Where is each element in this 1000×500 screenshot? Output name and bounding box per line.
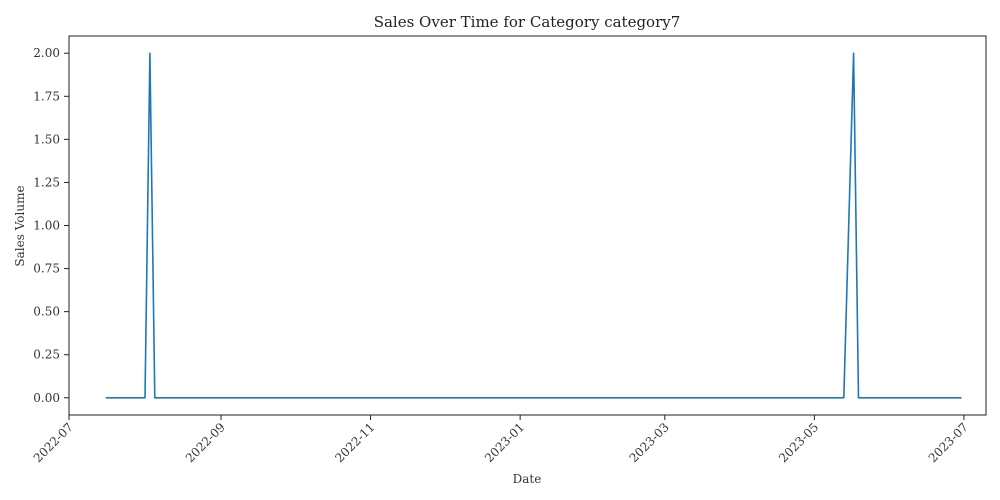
y-tick-label: 0.75: [33, 262, 60, 276]
y-tick-label: 2.00: [33, 46, 60, 60]
series-layer: [105, 52, 962, 399]
x-tick-label: 2022-07: [31, 420, 76, 465]
y-tick-label: 1.75: [33, 89, 60, 103]
y-tick-label: 1.50: [33, 132, 60, 146]
x-tick-label: 2023-07: [926, 420, 971, 465]
x-tick-label: 2022-09: [183, 420, 228, 465]
series-line-0: [105, 52, 962, 399]
y-axis-label: Sales Volume: [13, 185, 27, 266]
x-axis: 2022-07 2022-09 2022-11 2023-01 2023-03 2023-…: [31, 415, 971, 465]
x-tick-label: 2022-11: [332, 420, 377, 465]
y-tick-label: 0.25: [33, 348, 60, 362]
y-tick-label: 1.25: [33, 175, 60, 189]
chart-title: Sales Over Time for Category category7: [374, 13, 681, 31]
x-axis-label: Date: [513, 472, 542, 486]
y-tick-label: 1.00: [33, 219, 60, 233]
y-axis: 0.00 0.25 0.50 0.75 1.00 1.25 1.50 1.75 2.00: [33, 46, 69, 405]
x-tick-label: 2023-05: [776, 420, 821, 465]
y-tick-label: 0.00: [33, 391, 60, 405]
x-tick-label: 2023-01: [482, 420, 527, 465]
y-tick-label: 0.50: [33, 305, 60, 319]
x-tick-label: 2023-03: [627, 420, 672, 465]
